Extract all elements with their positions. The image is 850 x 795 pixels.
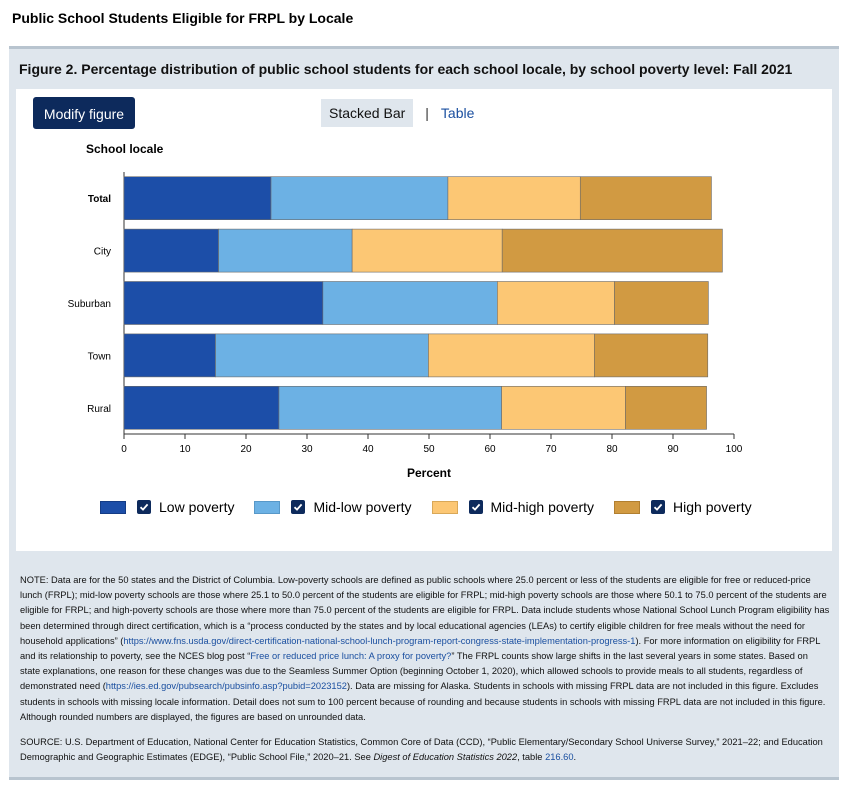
bar-segment-town-0[interactable] xyxy=(123,333,216,378)
category-label: City xyxy=(94,247,111,258)
bar-segment-total-1[interactable] xyxy=(270,176,449,220)
bar-segment-town-3[interactable] xyxy=(594,333,709,378)
x-tick-label: 50 xyxy=(423,444,435,455)
page-title: Public School Students Eligible for FRPL… xyxy=(12,10,354,26)
note-text: NOTE: Data are for the 50 states and the… xyxy=(20,575,830,646)
figure-panel: Figure 2. Percentage distribution of pub… xyxy=(9,46,839,780)
tab-table[interactable]: Table xyxy=(440,105,475,121)
x-tick-label: 60 xyxy=(484,444,496,455)
category-label: Suburban xyxy=(68,299,111,310)
x-tick-label: 80 xyxy=(606,444,618,455)
x-tick-label: 40 xyxy=(362,444,374,455)
source-text: , table xyxy=(517,752,546,763)
legend-swatch xyxy=(254,500,281,514)
bar-segment-city-1[interactable] xyxy=(218,228,353,273)
legend-item-high-poverty[interactable]: High poverty xyxy=(614,499,752,515)
note-text: ). Data are missing for Alaska. Students… xyxy=(20,681,826,722)
legend-item-mid-high-poverty[interactable]: Mid-high poverty xyxy=(431,499,595,515)
checkbox-icon[interactable] xyxy=(137,500,151,514)
bar-segment-city-2[interactable] xyxy=(351,228,503,273)
x-tick-label: 90 xyxy=(667,444,679,455)
bar-segment-rural-0[interactable] xyxy=(123,385,280,430)
checkbox-icon[interactable] xyxy=(468,500,483,514)
legend-label: High poverty xyxy=(673,499,752,515)
bar-segment-suburban-2[interactable] xyxy=(497,281,615,325)
bar-segment-city-0[interactable] xyxy=(123,228,219,273)
legend-label: Mid-high poverty xyxy=(490,499,595,515)
ies-link[interactable]: https://ies.ed.gov/pubsearch/pubsinfo.as… xyxy=(105,681,347,692)
bar-segment-total-3[interactable] xyxy=(579,176,712,220)
legend-swatch xyxy=(100,500,126,514)
x-tick-label: 10 xyxy=(179,444,191,455)
bar-segment-rural-1[interactable] xyxy=(278,385,502,430)
legend-swatch xyxy=(431,500,458,514)
x-tick-label: 0 xyxy=(121,444,127,455)
legend-item-low-poverty[interactable]: Low poverty xyxy=(100,499,234,515)
category-label: Rural xyxy=(87,404,111,415)
tab-stacked-bar[interactable]: Stacked Bar xyxy=(321,99,414,127)
bar-segment-total-2[interactable] xyxy=(447,176,581,220)
checkbox-icon[interactable] xyxy=(291,500,306,514)
table-link[interactable]: 216.60 xyxy=(545,752,574,763)
legend: Low poverty Mid-low poverty Mid-high pov… xyxy=(100,499,772,515)
view-tabs: Stacked Bar | Table xyxy=(321,99,474,127)
digest-title: Digest of Education Statistics 2022 xyxy=(373,752,518,763)
x-tick-label: 30 xyxy=(301,444,313,455)
legend-label: Low poverty xyxy=(159,499,235,515)
category-label: Town xyxy=(88,351,111,362)
x-axis-label: Percent xyxy=(407,466,451,480)
bar-segment-suburban-1[interactable] xyxy=(322,281,498,325)
chart-container: Modify figure Stacked Bar | Table School… xyxy=(16,89,832,551)
note-paragraph: NOTE: Data are for the 50 states and the… xyxy=(20,573,830,725)
x-tick-label: 70 xyxy=(545,444,557,455)
note-text: ). For more information on eligibility f… xyxy=(20,635,821,662)
y-axis-label: School locale xyxy=(86,142,164,156)
x-tick-label: 20 xyxy=(240,444,252,455)
modify-figure-button[interactable]: Modify figure xyxy=(33,97,135,129)
checkbox-icon[interactable] xyxy=(651,500,666,514)
legend-item-mid-low-poverty[interactable]: Mid-low poverty xyxy=(254,499,412,515)
legend-swatch xyxy=(614,500,641,514)
bar-segment-suburban-0[interactable] xyxy=(123,281,324,325)
source-text: SOURCE: U.S. Department of Education, Na… xyxy=(20,737,823,763)
bar-segment-total-0[interactable] xyxy=(123,176,272,220)
legend-label: Mid-low poverty xyxy=(313,499,412,515)
category-label: Total xyxy=(88,194,111,205)
bar-segment-town-1[interactable] xyxy=(215,333,429,378)
bar-segment-rural-3[interactable] xyxy=(625,385,707,430)
bar-segment-city-3[interactable] xyxy=(501,228,723,273)
notes: NOTE: Data are for the 50 states and the… xyxy=(20,573,830,765)
bar-segment-suburban-3[interactable] xyxy=(614,281,709,325)
nces-blog-link[interactable]: Free or reduced price lunch: A proxy for… xyxy=(250,651,452,662)
figure-title: Figure 2. Percentage distribution of pub… xyxy=(19,61,793,77)
source-text: . xyxy=(573,752,577,763)
note-text: ” The FRPL counts show large shifts in t… xyxy=(20,651,808,692)
bar-segment-town-2[interactable] xyxy=(428,333,595,378)
stacked-bar-chart: School locale 0 10 20 30 40 50 60 70 80 90 100 Perce… xyxy=(68,142,743,480)
source-paragraph: SOURCE: U.S. Department of Education, Na… xyxy=(20,735,830,765)
tab-separator: | xyxy=(425,105,429,121)
bar-segment-rural-2[interactable] xyxy=(501,385,626,430)
x-tick-label: 100 xyxy=(726,444,743,455)
fns-link[interactable]: https://www.fns.usda.gov/direct-certific… xyxy=(123,635,636,646)
